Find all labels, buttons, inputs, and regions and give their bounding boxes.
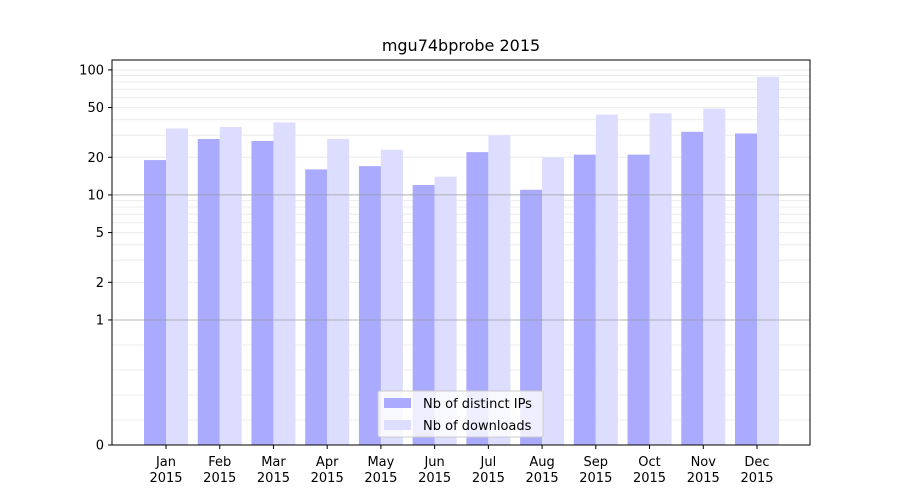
bars <box>144 76 779 446</box>
x-tick-label: Aug 2015 <box>526 455 559 486</box>
bar-downloads <box>542 157 565 445</box>
bar-downloads <box>488 135 511 445</box>
y-tick-label: 5 <box>96 226 104 241</box>
x-tick-label: May 2015 <box>364 455 397 486</box>
bar-distinct-ips <box>412 185 435 445</box>
bar-downloads <box>327 139 350 445</box>
bar-downloads <box>380 149 403 446</box>
bar-distinct-ips <box>520 189 543 445</box>
bar-distinct-ips <box>251 140 274 445</box>
x-tick-label: Mar 2015 <box>257 455 290 486</box>
x-axis: Jan 2015 Feb 2015 Mar 2015 Apr 2015 May 2015 Jun 20… <box>149 445 774 486</box>
bar-distinct-ips <box>144 160 166 445</box>
legend-swatch-distinct-ips <box>384 398 411 408</box>
legend-label-distinct-ips: Nb of distinct IPs <box>423 397 532 412</box>
x-tick-label: Oct 2015 <box>633 455 666 486</box>
bar-downloads <box>219 126 242 446</box>
bar-distinct-ips <box>358 166 381 445</box>
plot-frame <box>111 59 811 446</box>
bar-downloads <box>595 114 618 445</box>
legend-swatch-downloads <box>384 420 411 430</box>
legend-label-downloads: Nb of downloads <box>423 419 532 434</box>
y-tick-label: 10 <box>87 188 104 203</box>
y-tick-label: 0 <box>96 439 104 454</box>
y-tick-label: 20 <box>87 151 104 166</box>
reference-lines <box>112 194 810 321</box>
chart-title: mgu74bprobe 2015 <box>382 36 540 55</box>
legend-frame <box>377 390 544 438</box>
bar-distinct-ips <box>573 154 596 446</box>
bar-downloads <box>273 122 296 445</box>
y-tick-label: 100 <box>79 63 104 78</box>
x-tick-label: Jun 2015 <box>418 455 451 486</box>
y-tick-label: 50 <box>87 101 104 116</box>
bar-distinct-ips <box>466 152 489 445</box>
x-tick-label: Sep 2015 <box>579 455 612 486</box>
y-tick-label: 1 <box>96 313 104 328</box>
bar-downloads <box>434 176 457 445</box>
x-tick-label: Feb 2015 <box>203 455 236 486</box>
bar-downloads <box>757 76 779 445</box>
bar-distinct-ips <box>197 139 220 445</box>
y-axis: 0 1 2 5 10 20 50 100 <box>79 63 112 454</box>
bar-distinct-ips <box>305 169 328 445</box>
y-tick-label: 2 <box>96 276 104 291</box>
bar-distinct-ips <box>627 154 650 446</box>
x-tick-label: Dec 2015 <box>740 455 773 486</box>
x-tick-label: Jul 2015 <box>472 455 505 486</box>
bar-downloads <box>649 113 672 445</box>
bar-downloads <box>703 108 726 445</box>
x-tick-label: Apr 2015 <box>311 455 344 486</box>
bar-distinct-ips <box>735 133 757 445</box>
x-tick-label: Nov 2015 <box>687 455 720 486</box>
bar-downloads <box>166 128 188 445</box>
x-tick-label: Jan 2015 <box>149 455 182 486</box>
legend: Nb of distinct IPs Nb of downloads <box>377 390 544 438</box>
bar-distinct-ips <box>681 131 704 445</box>
